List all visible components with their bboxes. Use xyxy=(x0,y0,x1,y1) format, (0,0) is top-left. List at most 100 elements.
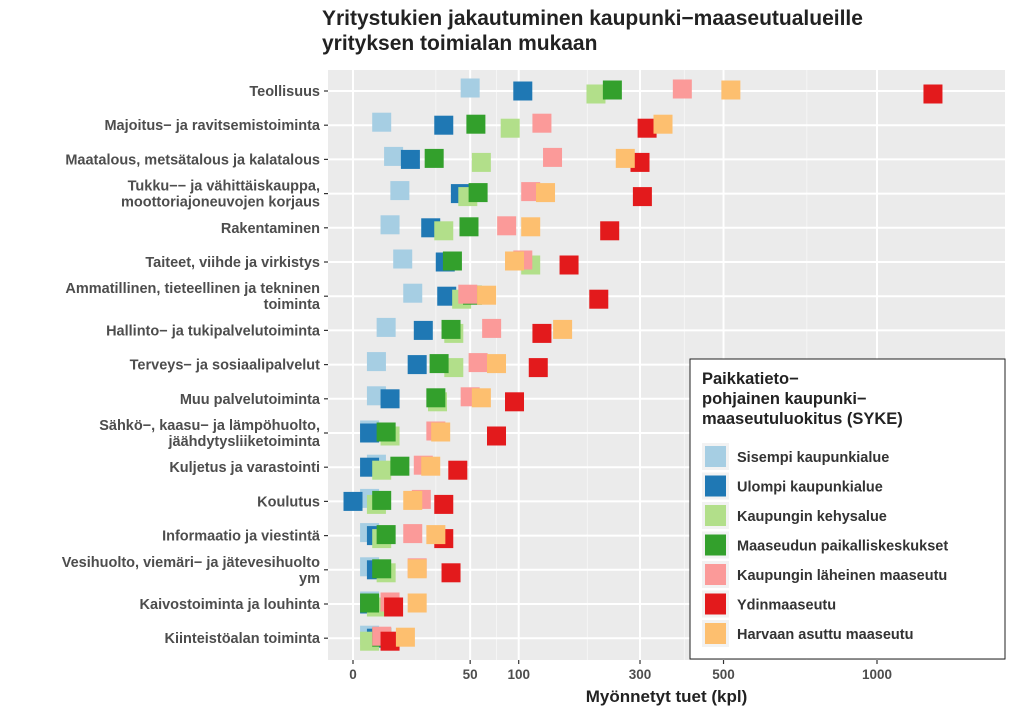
data-point xyxy=(380,389,400,409)
data-point xyxy=(444,358,464,378)
x-tick-labels: 0 50 100 300 500 1000 xyxy=(349,660,892,682)
data-point xyxy=(477,285,497,305)
data-point xyxy=(376,422,396,442)
data-point xyxy=(431,422,451,442)
x-tick-label: 1000 xyxy=(862,667,892,682)
data-point xyxy=(513,81,533,101)
data-point xyxy=(923,84,943,104)
category-label: Hallinto− ja tukipalvelutoiminta xyxy=(106,323,321,339)
legend-label: Maaseudun paikalliskeskukset xyxy=(737,539,948,555)
data-point xyxy=(521,217,541,237)
data-marks xyxy=(343,78,943,651)
data-point xyxy=(471,152,491,172)
category-label: Teollisuus xyxy=(249,84,320,100)
data-point xyxy=(403,524,423,544)
data-point xyxy=(403,490,423,510)
category-label: ym xyxy=(299,571,320,587)
data-point xyxy=(390,181,410,201)
data-point xyxy=(468,353,488,373)
x-tick-label: 100 xyxy=(507,667,530,682)
data-point xyxy=(521,182,541,202)
x-tick-label: 0 xyxy=(349,667,357,682)
data-point xyxy=(426,525,446,545)
data-point xyxy=(505,392,525,412)
data-point xyxy=(586,84,606,104)
data-point xyxy=(543,147,563,167)
chart-title-line: Yritystukien jakautuminen kaupunki−maase… xyxy=(322,7,863,30)
data-point xyxy=(343,491,363,511)
legend-title: pohjainen kaupunki− xyxy=(702,390,867,408)
data-point xyxy=(426,388,446,408)
legend-label: Sisempi kaupunkialue xyxy=(737,450,889,466)
data-point xyxy=(372,112,392,132)
category-label: Kuljetus ja varastointi xyxy=(169,460,320,476)
data-point xyxy=(403,283,423,303)
data-point xyxy=(553,319,573,339)
category-label: Koulutus xyxy=(257,494,320,510)
legend-key xyxy=(705,475,726,497)
x-tick-label: 300 xyxy=(629,667,652,682)
data-point xyxy=(434,221,454,241)
data-point xyxy=(384,597,404,617)
data-point xyxy=(441,563,461,583)
data-point xyxy=(500,118,520,138)
data-point xyxy=(487,426,507,446)
data-point xyxy=(721,80,741,100)
legend-label: Ulompi kaupunkialue xyxy=(737,480,883,496)
data-point xyxy=(437,286,457,306)
data-point xyxy=(602,80,622,100)
category-label: Informaatio ja viestintä xyxy=(162,529,321,545)
legend-label: Kaupungin kehysalue xyxy=(737,509,887,525)
legend-title: maaseutuluokitus (SYKE) xyxy=(702,410,903,428)
data-point xyxy=(653,114,673,134)
data-point xyxy=(600,221,620,241)
data-point xyxy=(441,319,461,339)
data-point xyxy=(532,323,552,343)
data-point xyxy=(459,217,479,237)
data-point xyxy=(376,317,396,337)
category-labels: Teollisuus Majoitus− ja ravitsemistoimint… xyxy=(62,84,328,647)
data-point xyxy=(468,183,488,203)
legend-key xyxy=(705,534,726,556)
data-point xyxy=(615,148,635,168)
legend-box xyxy=(689,358,1006,660)
category-label: Taiteet, viihde ja virkistys xyxy=(145,255,320,271)
legend-label: Kaupungin läheinen maaseutu xyxy=(737,568,947,584)
data-point xyxy=(390,456,410,476)
category-label: Sähkö−, kaasu− ja lämpöhuolto, xyxy=(99,418,320,434)
data-point xyxy=(497,216,517,236)
data-point xyxy=(413,320,433,340)
data-point xyxy=(380,631,400,651)
data-point xyxy=(528,358,548,378)
legend-key xyxy=(705,505,726,526)
category-label: Vesihuolto, viemäri− ja jätevesihuolto xyxy=(62,555,320,571)
data-point xyxy=(532,113,552,133)
category-label: Muu palvelutoiminta xyxy=(180,392,321,408)
legend-key xyxy=(705,593,726,615)
data-point xyxy=(460,78,480,98)
data-point xyxy=(393,249,413,269)
category-label: Ammatillinen, tieteellinen ja tekninen xyxy=(65,281,320,297)
category-label: Rakentaminen xyxy=(221,221,320,237)
data-point xyxy=(376,525,396,545)
data-point xyxy=(407,355,427,375)
data-point xyxy=(407,593,427,613)
data-point xyxy=(429,354,449,374)
data-point xyxy=(536,183,556,203)
data-point xyxy=(424,148,444,168)
data-point xyxy=(434,115,454,135)
legend-key xyxy=(705,623,726,644)
data-point xyxy=(487,354,507,374)
data-point xyxy=(637,118,657,138)
legend: Paikkatieto− pohjainen kaupunki− maaseutul… xyxy=(689,358,1006,660)
category-label: Maatalous, metsätalous ja kalatalous xyxy=(65,152,320,168)
data-point xyxy=(434,494,454,514)
data-point xyxy=(559,255,579,275)
legend-key xyxy=(705,564,726,585)
data-point xyxy=(448,460,468,480)
data-point xyxy=(421,456,441,476)
category-label: Majoitus− ja ravitsemistoiminta xyxy=(104,118,320,134)
category-label: jäähdytysliiketoiminta xyxy=(168,434,321,450)
data-point xyxy=(482,318,502,338)
